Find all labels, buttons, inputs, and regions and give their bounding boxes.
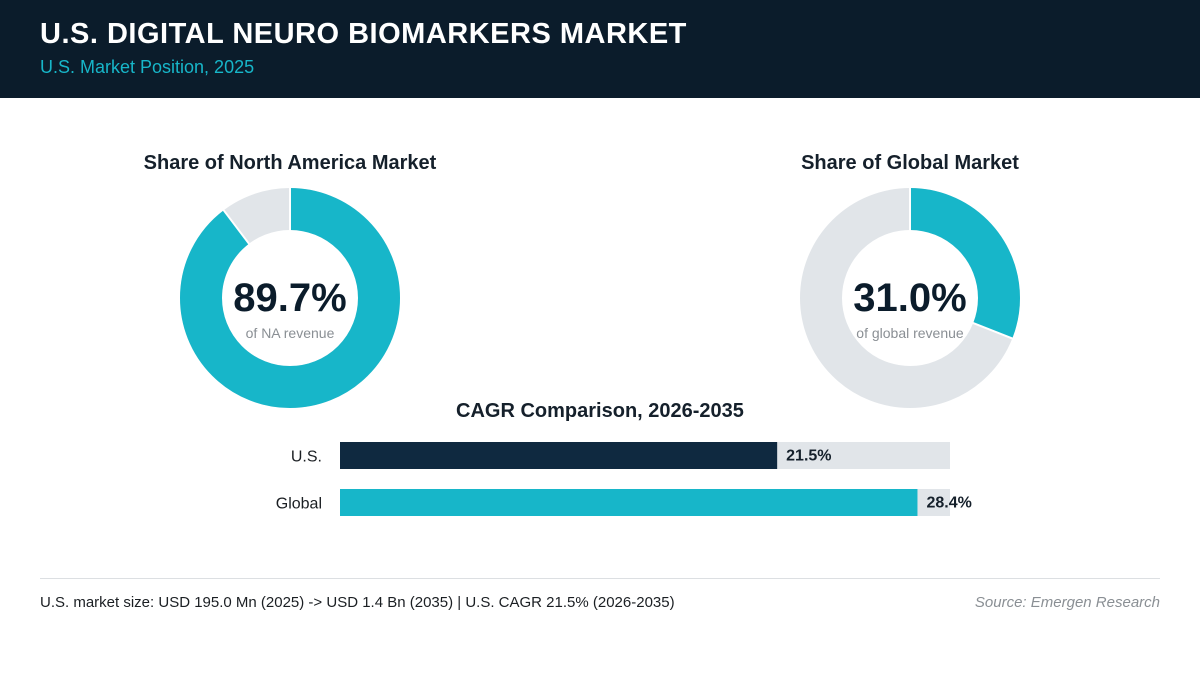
page-title: U.S. DIGITAL NEURO BIOMARKERS MARKET (40, 18, 687, 50)
bar-category-label-us: U.S. (291, 449, 322, 466)
global-share-chart-title: Share of Global Market (801, 152, 1019, 174)
header-banner: U.S. DIGITAL NEURO BIOMARKERS MARKET U.S… (0, 0, 1200, 98)
slice-separator (222, 208, 251, 246)
global-share-value: 31.0% (853, 276, 967, 320)
na-share-donut-chart (180, 188, 400, 408)
na-share-chart-title: Share of North America Market (143, 152, 437, 174)
na-share-caption: of NA revenue (245, 325, 335, 341)
page-subtitle: U.S. Market Position, 2025 (40, 57, 255, 77)
footer-divider (40, 578, 1160, 579)
na-share-value: 89.7% (233, 276, 347, 320)
bar-track-us (340, 442, 950, 469)
bar-track-global (340, 489, 950, 516)
bar-us (340, 442, 778, 469)
bar-category-label-global: Global (276, 496, 322, 513)
footer-summary: U.S. market size: USD 195.0 Mn (2025) ->… (40, 594, 675, 611)
footer-source: Source: Emergen Research (974, 594, 1160, 611)
bar-global (340, 489, 918, 516)
bar-value-label-us: 21.5% (786, 448, 831, 465)
slice-separator (971, 321, 1014, 340)
global-share-donut-chart (800, 188, 1020, 408)
cagr-chart-title: CAGR Comparison, 2026-2035 (456, 400, 744, 422)
global-share-caption: of global revenue (856, 325, 964, 341)
bar-value-label-global: 28.4% (926, 495, 971, 512)
